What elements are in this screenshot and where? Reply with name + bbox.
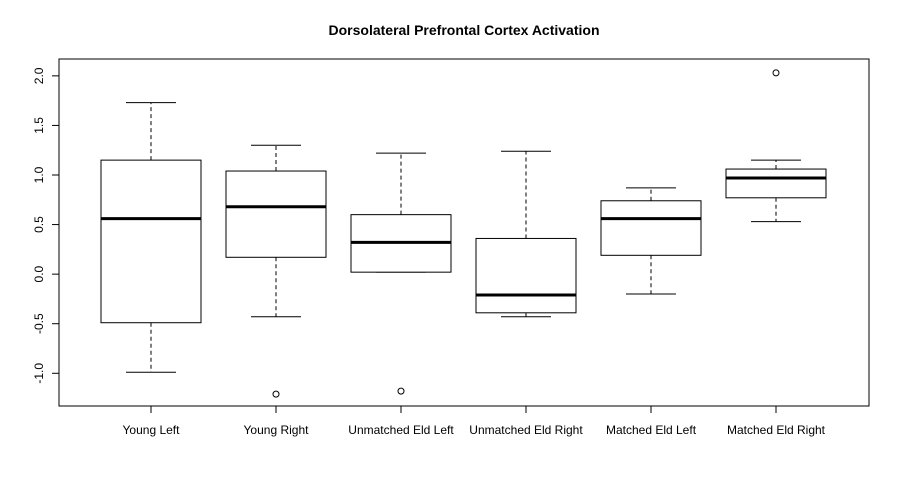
iqr-box [725,168,827,199]
chart-title: Dorsolateral Prefrontal Cortex Activatio… [329,22,600,38]
y-tick-label: -0.5 [32,313,46,334]
box-series [100,69,827,398]
x-tick-label: Young Left [123,423,181,437]
y-tick-label: 0.0 [32,265,46,282]
iqr-box [475,237,577,314]
x-tick-label: Matched Eld Left [606,423,697,437]
outlier-point [772,69,780,77]
y-axis: -1.0 -0.5 0.0 0.5 1.0 1.5 2.0 [32,67,60,384]
x-tick-label: Unmatched Eld Right [469,423,583,437]
box-6 [725,69,827,223]
outlier-point [272,390,280,398]
iqr-box [100,159,202,324]
box-5 [600,187,702,295]
x-axis: Young Left Young Right Unmatched Eld Left U… [123,405,826,437]
box-1 [100,102,202,373]
y-tick-label: 0.5 [32,216,46,233]
box-4 [475,150,577,318]
outlier-point [397,387,405,395]
y-tick-label: 1.0 [32,166,46,183]
y-tick-label: 1.5 [32,117,46,134]
y-tick-label: -1.0 [32,363,46,384]
box-3 [350,152,452,395]
iqr-box [225,170,327,258]
x-tick-label: Unmatched Eld Left [348,423,454,437]
x-tick-label: Young Right [244,423,310,437]
box-2 [225,144,327,398]
iqr-box [600,200,702,256]
x-tick-label: Matched Eld Right [727,423,826,437]
y-tick-label: 2.0 [32,67,46,84]
